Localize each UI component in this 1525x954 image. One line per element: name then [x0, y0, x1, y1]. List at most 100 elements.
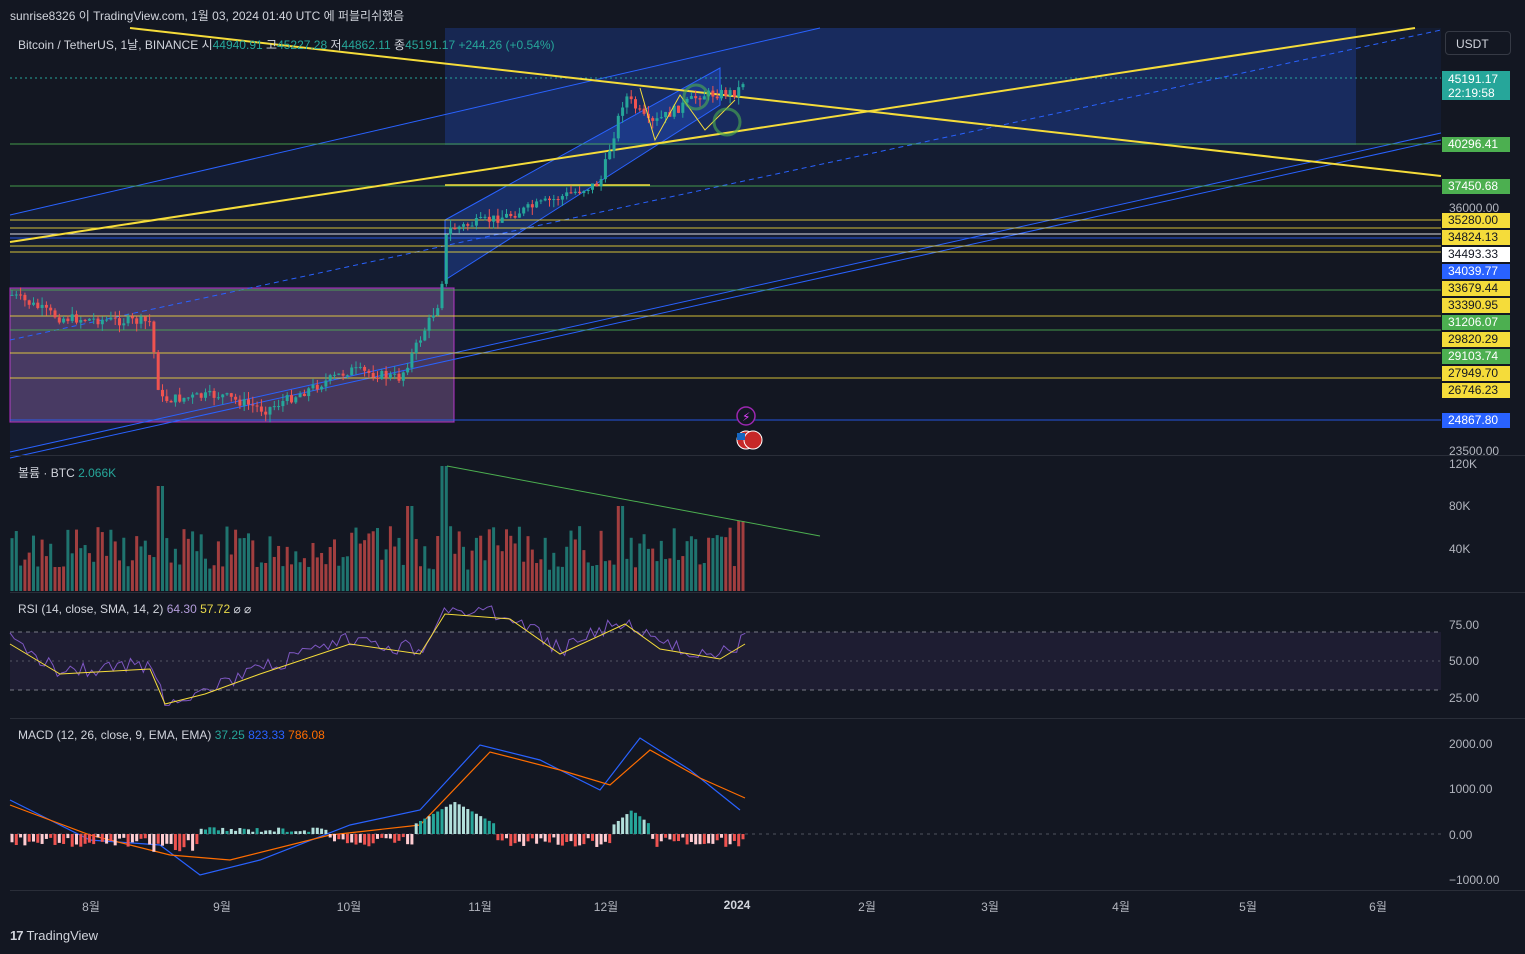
volume-bar	[642, 534, 646, 591]
volume-bar	[470, 550, 474, 591]
channel-mid-line	[9, 29, 1442, 341]
macd-histogram-bar	[337, 834, 341, 840]
candle-body	[242, 399, 246, 406]
volume-bar	[586, 562, 590, 591]
volume-bar	[44, 556, 48, 591]
macd-histogram-bar	[711, 834, 715, 844]
macd-histogram-bar	[109, 834, 113, 842]
volume-bar	[715, 535, 719, 591]
volume-bar	[573, 539, 577, 591]
volume-bar	[414, 539, 418, 591]
candle-body	[715, 96, 719, 99]
candle-body	[264, 411, 268, 415]
volume-bar	[324, 564, 328, 591]
candle-body	[427, 317, 431, 331]
candle-body	[625, 96, 629, 108]
price-axis[interactable]	[1441, 28, 1525, 890]
volume-bar	[32, 535, 35, 591]
publish-bar: sunrise8326 이 TradingView.com, 1월 03, 20…	[0, 0, 1525, 28]
volume-bar	[492, 527, 496, 591]
candle-body	[66, 318, 70, 322]
pane-separator[interactable]	[10, 890, 1525, 891]
macd-label[interactable]: MACD (12, 26, close, 9, EMA, EMA)	[18, 728, 212, 742]
volume-bar	[720, 536, 723, 591]
candle-body	[36, 302, 40, 308]
currency-button[interactable]: USDT	[1445, 31, 1511, 55]
volume-bar	[444, 466, 448, 591]
volume-bar	[664, 559, 668, 591]
pane-separator[interactable]	[10, 718, 1525, 719]
volume-bar	[668, 558, 672, 591]
candle-body	[105, 319, 109, 321]
volume-bar	[539, 559, 543, 591]
macd-histogram-bar	[281, 828, 285, 834]
volume-bar	[204, 558, 207, 591]
candle-body	[161, 389, 164, 397]
change-value: +244.26 (+0.54%)	[458, 38, 555, 52]
chart-area[interactable]	[10, 28, 1441, 890]
volume-bar	[238, 538, 242, 591]
macd-histogram-bar	[681, 834, 685, 838]
macd-histogram-bar	[423, 818, 427, 834]
macd-histogram-bar	[376, 834, 379, 839]
candle-body	[543, 198, 547, 201]
macd-histogram-bar	[66, 834, 70, 839]
macd-histogram-bar	[148, 834, 152, 845]
volume-bar	[483, 560, 487, 591]
volume-bar	[165, 538, 169, 591]
macd-histogram-bar	[444, 806, 448, 834]
volume-label[interactable]: 볼륨 · BTC	[18, 466, 75, 480]
volume-bar	[677, 559, 680, 591]
macd-histogram-bar	[560, 834, 564, 846]
pane-separator[interactable]	[10, 455, 1525, 456]
volume-bar	[672, 528, 676, 591]
macd-histogram-bar	[595, 834, 599, 847]
candle-body	[431, 315, 435, 318]
range-box-overlay	[10, 288, 454, 422]
candle-body	[672, 105, 676, 117]
candle-body	[358, 366, 362, 368]
candle-body	[298, 393, 302, 398]
volume-bar	[548, 569, 551, 591]
candle-body	[32, 302, 35, 305]
rsi-value: 64.30	[166, 602, 197, 616]
macd-histogram-bar	[492, 823, 496, 834]
macd-signal-value: 786.08	[288, 728, 325, 742]
rsi-label[interactable]: RSI (14, close, SMA, 14, 2)	[18, 602, 164, 616]
candle-body	[195, 393, 199, 395]
candle-body	[681, 102, 685, 113]
candle-body	[732, 90, 736, 97]
volume-bar	[427, 568, 431, 591]
volume-bar	[315, 557, 319, 591]
tradingview-logo[interactable]: 17 TradingView	[10, 928, 98, 943]
volume-bar	[247, 533, 250, 591]
volume-bar	[655, 561, 659, 591]
macd-histogram-bar	[612, 824, 616, 834]
volume-bar	[707, 537, 711, 591]
macd-histogram-bar	[320, 828, 324, 834]
volume-bar	[259, 562, 263, 591]
macd-histogram-bar	[625, 814, 629, 834]
macd-histogram-bar	[156, 834, 160, 844]
macd-histogram-bar	[530, 834, 534, 839]
candle-body	[642, 108, 646, 114]
rsi-line	[9, 605, 746, 706]
volume-bar	[466, 569, 470, 591]
macd-histogram-bar	[354, 834, 358, 845]
pane-separator[interactable]	[10, 592, 1525, 593]
macd-histogram-bar	[294, 831, 298, 834]
volume-bar	[281, 566, 285, 591]
candle-body	[526, 204, 530, 208]
symbol-label[interactable]: Bitcoin / TetherUS, 1날, BINANCE	[18, 38, 199, 52]
macd-histogram-bar	[634, 812, 637, 834]
x-tick-apr: 4월	[1112, 900, 1130, 914]
candle-body	[522, 207, 526, 214]
macd-histogram-bar	[457, 804, 461, 834]
candle-body	[148, 321, 152, 323]
candle-body	[548, 198, 551, 201]
price-level-tag: 34493.33	[1442, 247, 1510, 262]
macd-histogram-bar	[130, 834, 134, 843]
candle-body	[569, 192, 573, 194]
volume-trendline	[446, 465, 821, 537]
